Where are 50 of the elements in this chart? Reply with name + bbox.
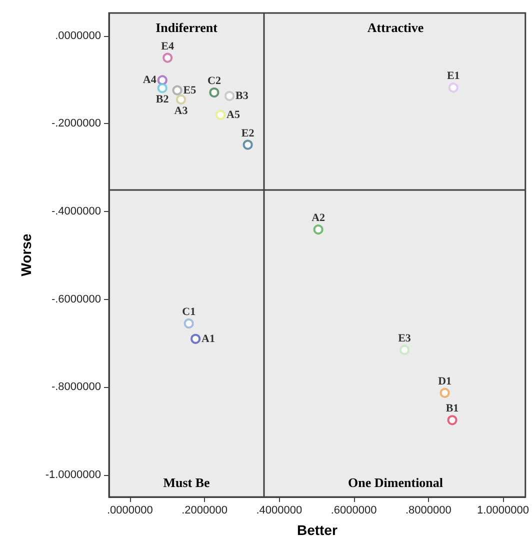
series-label: B1 — [446, 402, 459, 415]
annotation: One Dimentional — [348, 475, 444, 490]
y-tick-label: -1.0000000 — [45, 469, 101, 482]
annotation: Indiferrent — [156, 20, 218, 35]
x-tick-label: .2000000 — [182, 504, 228, 516]
series-label: A5 — [226, 108, 241, 121]
series-label: E2 — [241, 127, 255, 140]
point — [313, 224, 324, 235]
annotation: Must Be — [163, 475, 210, 490]
x-tick-label: 1.0000000 — [477, 504, 529, 516]
series-label: A1 — [202, 332, 216, 345]
y-axis-title: Worse — [18, 234, 34, 276]
y-tick-label: .0000000 — [55, 30, 101, 42]
series-label: B2 — [156, 94, 170, 106]
series-label: D1 — [438, 375, 452, 388]
y-tick-label: -.6000000 — [51, 293, 101, 306]
series-label: C2 — [207, 74, 222, 87]
point — [157, 75, 168, 86]
point — [184, 318, 194, 329]
y-tick-label: -.2000000 — [51, 118, 101, 130]
point — [157, 83, 168, 94]
series-label: C1 — [182, 306, 196, 318]
x-tick-label: .6000000 — [330, 504, 377, 516]
x-axis-title: Better — [296, 522, 338, 538]
point — [447, 415, 458, 426]
point — [162, 52, 173, 63]
series-label: A4 — [142, 74, 157, 86]
series-label: E4 — [161, 40, 174, 52]
y-tick-label: -.4000000 — [51, 206, 101, 218]
series-label: B3 — [236, 90, 249, 102]
annotation: Attractive — [367, 20, 424, 35]
point — [216, 110, 226, 120]
point — [224, 91, 235, 102]
series-label: E3 — [398, 332, 412, 344]
point — [172, 85, 182, 96]
point — [190, 334, 201, 344]
series-label: A2 — [312, 212, 326, 224]
point — [400, 344, 410, 355]
point — [209, 87, 220, 98]
series-label: E5 — [183, 84, 197, 96]
x-tick-label: .0000000 — [106, 504, 153, 516]
series-label: E1 — [446, 70, 460, 82]
point — [176, 94, 186, 105]
y-tick-label: -.8000000 — [51, 381, 101, 394]
series-label: A3 — [174, 105, 188, 118]
point — [242, 140, 253, 150]
point — [448, 82, 458, 93]
point — [440, 388, 450, 398]
x-tick-label: .8000000 — [405, 504, 452, 516]
x-tick-label: .4000000 — [256, 504, 302, 516]
